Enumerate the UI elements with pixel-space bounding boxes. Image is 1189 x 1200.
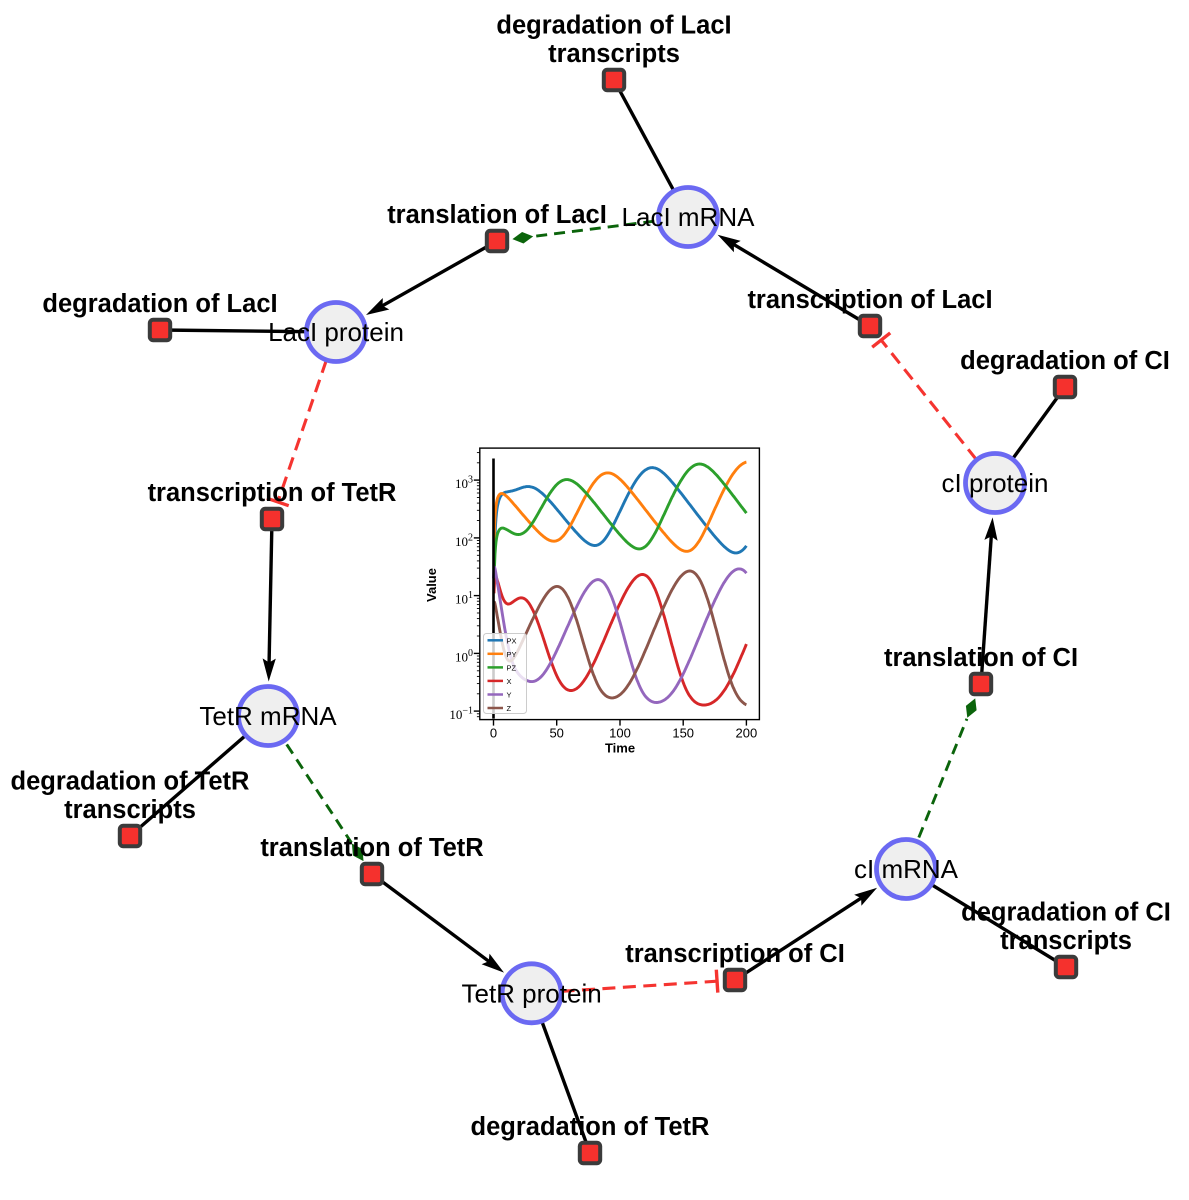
svg-text:degradation of CI: degradation of CI xyxy=(961,898,1171,926)
svg-text:transcripts: transcripts xyxy=(1000,927,1132,955)
svg-text:PX: PX xyxy=(507,636,517,645)
svg-text:Value: Value xyxy=(424,568,439,602)
svg-text:translation of LacI: translation of LacI xyxy=(387,201,607,229)
svg-text:TetR protein: TetR protein xyxy=(462,978,602,1008)
svg-text:150: 150 xyxy=(672,725,694,740)
svg-text:transcription of TetR: transcription of TetR xyxy=(148,479,397,507)
svg-text:Time: Time xyxy=(605,741,635,756)
svg-text:transcription of CI: transcription of CI xyxy=(625,940,845,968)
svg-text:PY: PY xyxy=(507,650,517,659)
svg-text:0: 0 xyxy=(490,725,497,740)
svg-text:PZ: PZ xyxy=(507,663,517,672)
svg-text:transcripts: transcripts xyxy=(64,796,196,824)
svg-text:degradation of TetR: degradation of TetR xyxy=(11,767,250,795)
svg-text:degradation of TetR: degradation of TetR xyxy=(471,1113,710,1141)
svg-text:degradation of LacI: degradation of LacI xyxy=(496,11,731,39)
svg-text:transcription of LacI: transcription of LacI xyxy=(747,286,992,314)
svg-text:degradation of CI: degradation of CI xyxy=(960,347,1170,375)
svg-text:transcripts: transcripts xyxy=(548,40,680,68)
svg-text:LacI mRNA: LacI mRNA xyxy=(622,202,756,232)
svg-text:200: 200 xyxy=(736,725,758,740)
svg-text:100: 100 xyxy=(609,725,631,740)
svg-text:X: X xyxy=(507,677,512,686)
svg-text:Y: Y xyxy=(507,691,512,700)
svg-text:LacI protein: LacI protein xyxy=(268,317,404,347)
svg-text:cI protein: cI protein xyxy=(942,468,1049,498)
svg-text:translation of TetR: translation of TetR xyxy=(260,834,483,862)
svg-text:Z: Z xyxy=(507,704,512,713)
svg-text:translation of CI: translation of CI xyxy=(884,644,1078,672)
svg-text:degradation of LacI: degradation of LacI xyxy=(42,290,277,318)
svg-text:50: 50 xyxy=(549,725,563,740)
svg-text:cI mRNA: cI mRNA xyxy=(854,854,959,884)
svg-text:TetR mRNA: TetR mRNA xyxy=(199,701,337,731)
